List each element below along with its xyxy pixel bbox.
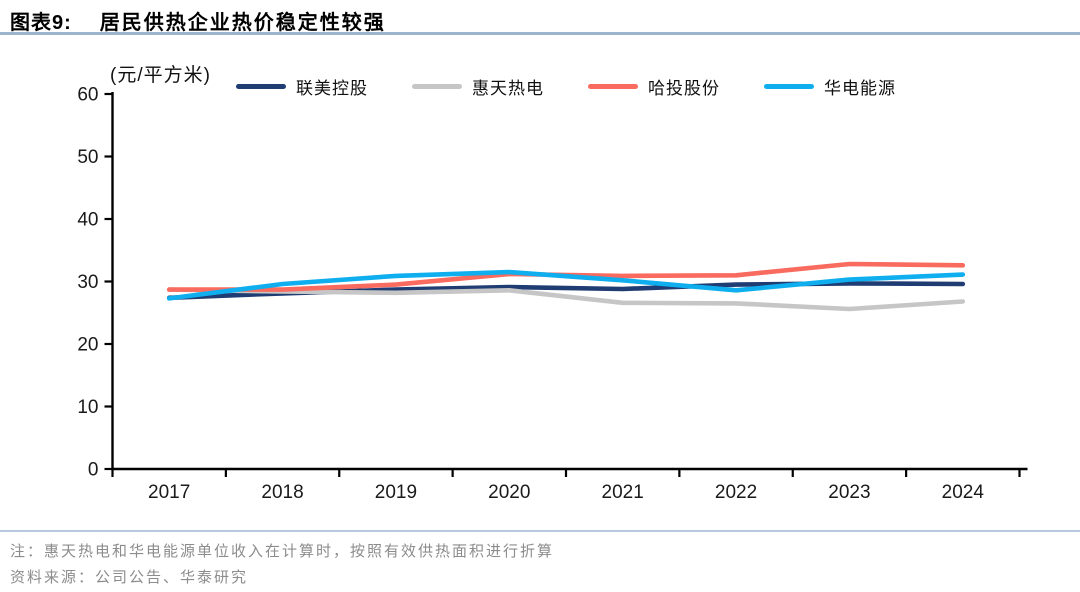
figure-label: 图表9: — [10, 12, 72, 34]
x-tick-label: 2021 — [602, 482, 644, 503]
chart-note: 注：惠天热电和华电能源单位收入在计算时，按照有效供热面积进行折算 — [10, 543, 555, 560]
y-tick-label: 40 — [77, 210, 98, 231]
chart-legend: 联美控股 惠天热电 哈投股份 华电能源 — [236, 74, 896, 99]
x-tick-label: 2017 — [148, 482, 190, 503]
chart-source: 资料来源：公司公告、华泰研究 — [10, 569, 249, 586]
legend-item-2: 惠天热电 — [412, 74, 544, 99]
x-tick-label: 2023 — [828, 482, 870, 503]
page-title: 居民供热企业热价稳定性较强 — [99, 12, 386, 34]
legend-line-marker — [412, 84, 462, 89]
x-tick-label: 2024 — [942, 482, 985, 503]
legend-item-1: 联美控股 — [236, 74, 368, 99]
series-line-4 — [166, 269, 966, 301]
legend-label: 惠天热电 — [472, 79, 544, 98]
legend-label: 联美控股 — [296, 79, 368, 98]
legend-item-3: 哈投股份 — [588, 74, 720, 99]
x-tick-label: 2022 — [715, 482, 757, 503]
legend-line-marker — [764, 84, 814, 89]
y-axis-unit-label: (元/平方米) — [110, 65, 211, 86]
y-tick-label: 50 — [77, 147, 98, 168]
y-tick-label: 60 — [77, 85, 98, 106]
legend-line-marker — [236, 84, 286, 89]
legend-line-marker — [588, 84, 638, 89]
y-tick-label: 20 — [77, 335, 98, 356]
legend-label: 华电能源 — [824, 79, 896, 98]
legend-item-4: 华电能源 — [764, 74, 896, 99]
chart-header: 图表9: 居民供热企业热价稳定性较强 — [10, 6, 1070, 35]
x-tick-label: 2019 — [375, 482, 417, 503]
x-tick-label: 2020 — [488, 482, 530, 503]
x-tick-label: 2018 — [261, 482, 303, 503]
line-chart: 0 10 20 30 40 50 60 2017 2018 2019 2020 2021 2022 202… — [77, 85, 1028, 503]
y-tick-label: 10 — [77, 397, 98, 418]
footer-divider — [0, 530, 1080, 532]
legend-label: 哈投股份 — [648, 79, 720, 98]
y-tick-label: 0 — [88, 460, 99, 481]
y-tick-label: 30 — [77, 272, 98, 293]
series-line-2 — [166, 287, 966, 312]
title-divider — [0, 32, 1080, 35]
